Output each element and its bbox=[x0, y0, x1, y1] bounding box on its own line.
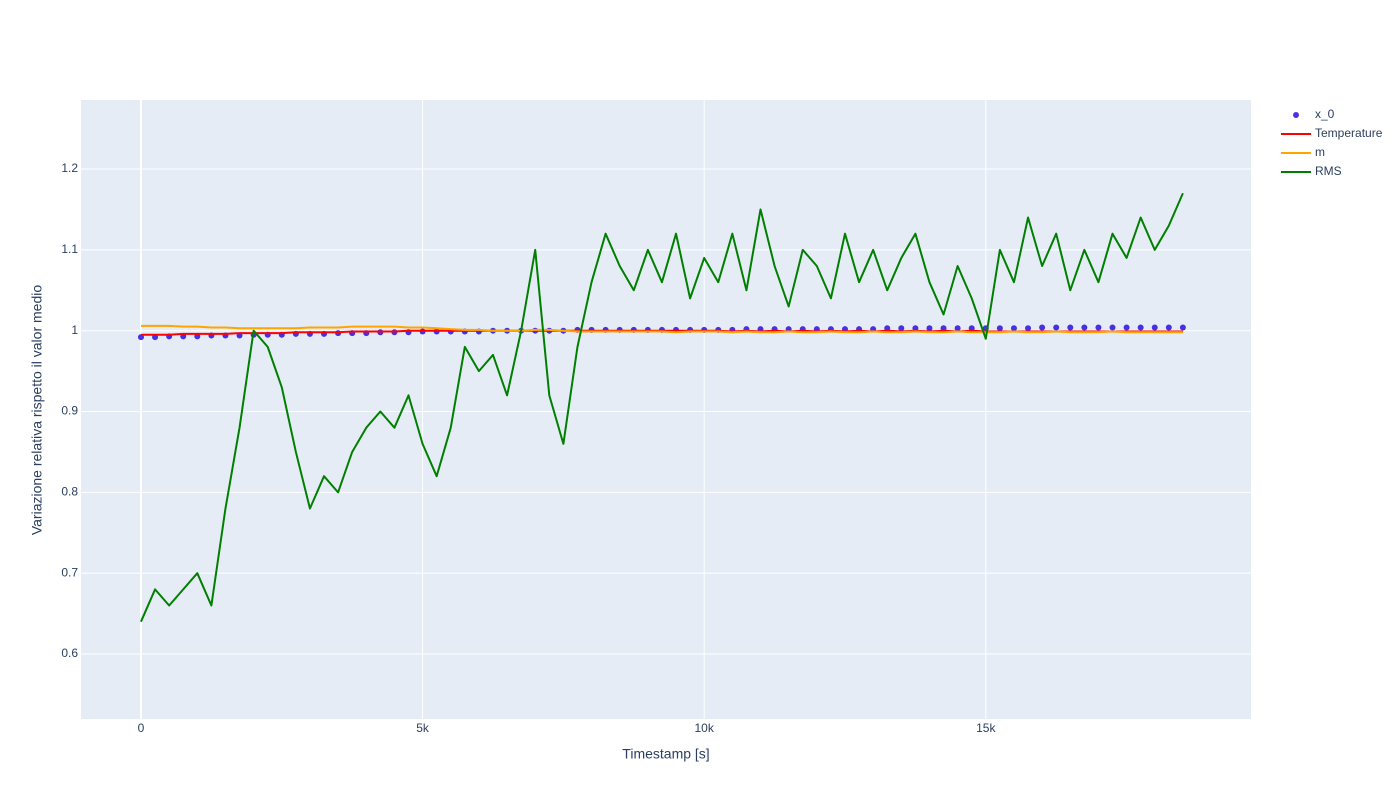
marker bbox=[884, 325, 891, 332]
x-tick-label: 0 bbox=[138, 721, 145, 735]
line bbox=[140, 324, 1183, 334]
line bbox=[140, 192, 1184, 623]
marker bbox=[1025, 325, 1032, 332]
y-tick-label: 1.1 bbox=[61, 242, 78, 256]
y-tick-label: 1.2 bbox=[61, 161, 78, 175]
y-tick-label: 0.8 bbox=[61, 485, 78, 499]
y-tick-label: 0.7 bbox=[61, 565, 78, 579]
legend-label: Temperature bbox=[1315, 126, 1383, 140]
marker bbox=[1053, 324, 1060, 331]
marker bbox=[996, 325, 1003, 332]
marker bbox=[1109, 324, 1116, 331]
y-axis-title: Variazione relativa rispetto il valor me… bbox=[29, 285, 45, 536]
marker bbox=[912, 325, 919, 332]
x-axis-title: Timestamp [s] bbox=[622, 746, 709, 762]
plot-area bbox=[81, 100, 1251, 719]
labels: 0.6 0.7 0.8 0.9 1 1.1 1.2 0 5k 10k 15k x_0 Temperatu… bbox=[61, 107, 1382, 735]
marker bbox=[1151, 324, 1158, 331]
marker bbox=[954, 325, 961, 332]
marker bbox=[1137, 324, 1144, 331]
marker bbox=[940, 325, 947, 332]
legend-label: RMS bbox=[1315, 164, 1342, 178]
marker bbox=[1095, 324, 1102, 331]
y-tick-label: 0.9 bbox=[61, 404, 78, 418]
marker bbox=[1165, 324, 1172, 331]
marker bbox=[926, 325, 933, 332]
marker bbox=[1179, 324, 1186, 331]
legend-label: m bbox=[1315, 145, 1325, 159]
y-tick-label: 0.6 bbox=[61, 646, 78, 660]
marker bbox=[1067, 324, 1074, 331]
x-tick-label: 10k bbox=[695, 721, 715, 735]
marker bbox=[1039, 324, 1046, 331]
x-tick-label: 15k bbox=[976, 721, 996, 735]
data-marks bbox=[137, 192, 1186, 623]
legend-symbol bbox=[1293, 112, 1299, 118]
marker bbox=[1081, 324, 1088, 331]
marker bbox=[1123, 324, 1130, 331]
marker bbox=[1010, 325, 1017, 332]
x-tick-label: 5k bbox=[416, 721, 430, 735]
legend-label: x_0 bbox=[1315, 107, 1335, 121]
marker bbox=[898, 325, 905, 332]
marker bbox=[968, 325, 975, 332]
y-tick-label: 1 bbox=[71, 323, 78, 337]
